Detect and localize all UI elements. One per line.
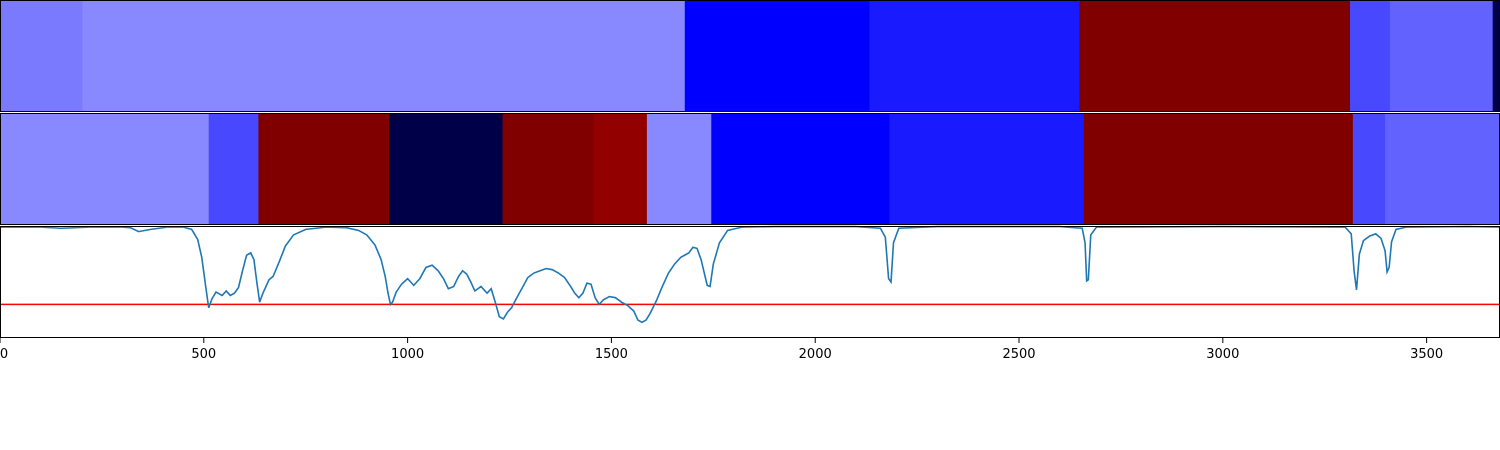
heatmap-cell	[0, 113, 210, 225]
heatmap-cell	[869, 0, 1080, 112]
heatmap-cell	[389, 113, 504, 225]
heatmap-cell	[1350, 0, 1391, 112]
heatmap-cell	[208, 113, 259, 225]
heatmap-cell	[1352, 113, 1386, 225]
x-tick-label: 2000	[799, 347, 832, 362]
heatmap-cell	[258, 113, 390, 225]
heatmap-cell	[0, 0, 83, 112]
heatmap-cell	[1492, 0, 1500, 112]
heatmap-row-1	[0, 0, 1500, 112]
heatmap-cell	[684, 0, 870, 112]
heatmap-cell	[82, 0, 686, 112]
x-tick-label: 1000	[391, 347, 424, 362]
heatmap-cell	[711, 113, 890, 225]
heatmap-cell	[593, 113, 648, 225]
heatmap-cell	[502, 113, 594, 225]
x-axis: 0 500 1000 1500 2000 2500 3000 3500	[0, 338, 1443, 362]
heatmap-cell	[646, 113, 712, 225]
x-tick-label: 3500	[1410, 347, 1443, 362]
heatmap-cell	[889, 113, 1085, 225]
heatmap-cell	[1389, 0, 1494, 112]
heatmap-cell	[1079, 0, 1351, 112]
x-tick-label: 500	[191, 347, 216, 362]
heatmap-rows	[0, 0, 1500, 225]
spectrum-panel	[0, 225, 1500, 338]
x-tick-label: 1500	[595, 347, 628, 362]
x-tick-label: 2500	[1002, 347, 1035, 362]
x-tick-label: 3000	[1206, 347, 1239, 362]
heatmap-cell	[1385, 113, 1500, 225]
x-tick-label: 0	[0, 347, 8, 362]
spectrum-background	[0, 226, 1500, 338]
heatmap-row-2	[0, 113, 1500, 225]
heatmap-cell	[1083, 113, 1354, 225]
